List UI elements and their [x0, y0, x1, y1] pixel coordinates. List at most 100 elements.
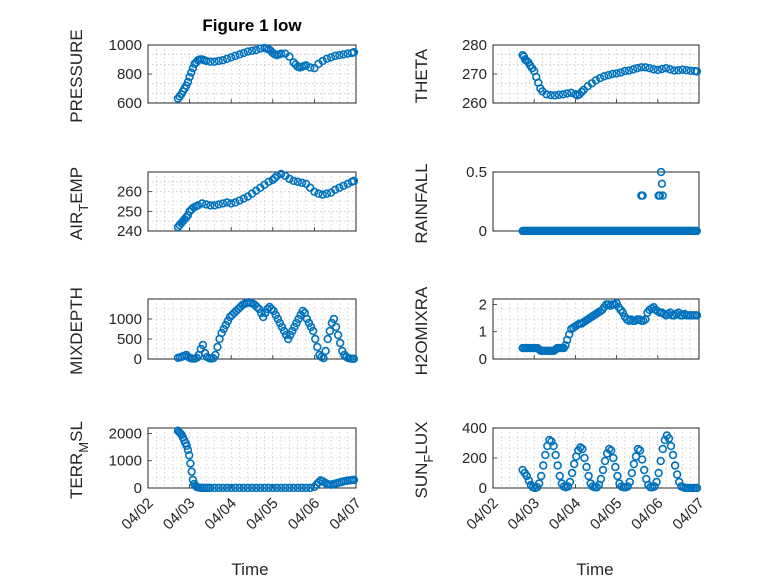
data-point	[297, 178, 307, 188]
data-point	[206, 201, 215, 210]
data-point	[326, 53, 336, 62]
data-point	[329, 314, 339, 324]
data-point	[656, 456, 665, 466]
data-point	[306, 322, 316, 332]
data-point	[349, 176, 359, 186]
data-point	[306, 483, 315, 492]
data-point	[197, 199, 207, 208]
data-point	[600, 456, 610, 466]
data-point	[607, 446, 616, 455]
data-point	[518, 50, 527, 60]
data-point	[276, 169, 286, 179]
y-tick-label: 250	[117, 203, 142, 220]
data-point	[609, 453, 618, 463]
data-point	[335, 183, 344, 192]
y-tick-label: 0	[134, 480, 142, 497]
data-point	[668, 450, 678, 460]
data-point	[598, 465, 608, 475]
data-point	[286, 330, 295, 340]
data-point	[269, 306, 278, 316]
data-point	[193, 201, 203, 210]
y-axis-label: AIRTEMP	[67, 167, 91, 240]
subplot-theta: 260 270 280 THETA	[412, 37, 702, 112]
data-point	[645, 63, 654, 73]
x-tick-label: 04/05	[587, 495, 626, 534]
data-point	[628, 65, 638, 74]
x-tick-label: 04/03	[504, 495, 543, 534]
series-points	[173, 298, 359, 363]
data-point	[314, 189, 323, 198]
data-point	[271, 310, 280, 320]
x-tick-label: 04/07	[669, 495, 708, 534]
data-point	[321, 346, 330, 356]
subplot-pressure: 600 800 1000 PRESSURE	[67, 29, 359, 123]
data-point	[654, 468, 663, 478]
data-point	[537, 471, 546, 481]
data-point	[339, 181, 348, 190]
data-point	[290, 322, 299, 332]
x-tick-label: 04/07	[326, 495, 365, 534]
data-point	[310, 482, 319, 492]
data-point	[682, 66, 691, 75]
data-point	[331, 322, 341, 332]
data-point	[333, 330, 343, 340]
data-point	[580, 453, 589, 463]
data-point	[569, 459, 579, 469]
data-point	[239, 48, 248, 58]
data-point	[239, 483, 248, 492]
data-point	[200, 348, 210, 358]
data-point	[281, 330, 291, 340]
data-point	[618, 308, 627, 317]
data-point	[692, 226, 701, 235]
data-point	[322, 54, 332, 63]
data-point	[293, 177, 302, 187]
y-tick-label: 280	[462, 37, 487, 54]
data-point	[624, 66, 634, 75]
data-point	[251, 483, 261, 492]
data-point	[549, 441, 558, 451]
data-point	[283, 334, 293, 344]
data-point	[558, 90, 568, 99]
data-point	[325, 326, 334, 336]
data-point	[575, 90, 584, 99]
y-tick-label: 2	[479, 296, 487, 313]
x-tick-label: 04/06	[628, 495, 667, 534]
data-point	[522, 471, 531, 481]
data-point	[577, 87, 586, 97]
data-point	[243, 483, 253, 492]
series-points	[173, 43, 359, 103]
x-tick-label: 04/05	[243, 495, 282, 534]
data-point	[231, 483, 240, 492]
data-point	[670, 66, 679, 75]
x-tick-label: 04/03	[160, 495, 199, 534]
data-point	[260, 483, 269, 492]
data-point	[289, 58, 298, 67]
data-point	[612, 69, 621, 78]
data-point	[306, 63, 315, 72]
data-point	[279, 326, 289, 336]
data-point	[623, 482, 632, 491]
data-point	[565, 477, 575, 487]
y-tick-label: 500	[117, 331, 142, 348]
data-point	[276, 483, 286, 492]
data-point	[214, 56, 223, 66]
data-point	[550, 91, 559, 100]
data-point	[656, 168, 666, 177]
x-tick-label: 04/06	[285, 495, 324, 534]
data-point	[187, 467, 196, 476]
data-point	[251, 45, 261, 55]
data-point	[620, 66, 630, 76]
data-point	[655, 191, 665, 200]
y-tick-label: 200	[462, 450, 487, 467]
data-point	[595, 73, 605, 83]
data-point	[285, 483, 294, 492]
data-point	[546, 90, 555, 100]
y-tick-label: 1	[479, 324, 487, 341]
data-point	[658, 191, 667, 200]
data-point	[562, 89, 572, 98]
y-tick-label: 0	[479, 351, 487, 368]
data-point	[268, 483, 277, 492]
data-point	[218, 56, 228, 65]
data-point	[660, 435, 670, 445]
data-point	[202, 200, 211, 209]
